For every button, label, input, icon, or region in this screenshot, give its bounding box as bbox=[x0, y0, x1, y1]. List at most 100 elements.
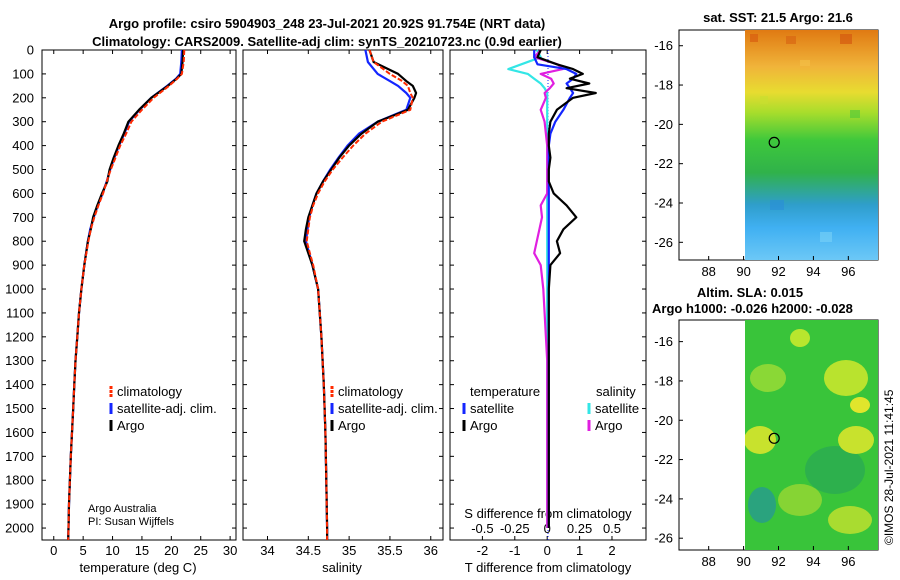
x-tick-label: 25 bbox=[193, 543, 207, 558]
legend-temperature-title: temperature bbox=[470, 384, 540, 399]
temperature-panel-frame bbox=[41, 49, 237, 541]
sla-anomaly-patch bbox=[805, 446, 865, 494]
sla-anomaly-patch bbox=[748, 487, 776, 523]
x-tick-label: 35.5 bbox=[377, 543, 402, 558]
legend-satellite-label: satellite-adj. clim. bbox=[117, 401, 217, 416]
x-tick-label: 0 bbox=[50, 543, 57, 558]
sla-map-title-line2: Argo h1000: -0.026 h2000: -0.028 bbox=[652, 301, 853, 316]
legend-s-satellite-label: satellite bbox=[595, 401, 639, 416]
legend-salinity-title: salinity bbox=[596, 384, 636, 399]
sst-map-title: sat. SST: 21.5 Argo: 21.6 bbox=[703, 10, 853, 25]
argo-line bbox=[67, 49, 185, 541]
lon-tick-label: 90 bbox=[736, 554, 750, 569]
imos-timestamp: ©IMOS 28-Jul-2021 11:41:45 bbox=[882, 389, 896, 545]
depth-tick-label: 1300 bbox=[5, 353, 34, 368]
legend-climatology-label: climatology bbox=[338, 384, 404, 399]
depth-tick-label: 100 bbox=[12, 66, 34, 81]
legend-s-argo-label: Argo bbox=[595, 418, 622, 433]
sst-patch bbox=[840, 34, 852, 44]
legend-argo-label: Argo bbox=[338, 418, 365, 433]
depth-tick-label: 400 bbox=[12, 138, 34, 153]
sst-patch bbox=[760, 96, 768, 104]
temperature-x-label: temperature (deg C) bbox=[79, 560, 196, 575]
salinity-panel-frame bbox=[242, 49, 444, 541]
depth-tick-label: 700 bbox=[12, 210, 34, 225]
lat-tick-label: -24 bbox=[654, 195, 673, 210]
credit-line2: PI: Susan Wijffels bbox=[88, 516, 174, 528]
sst-map-axes: 88 90 92 94 96 -16 -18 -20 -22 -24 -26 bbox=[654, 38, 855, 279]
lon-tick-label: 92 bbox=[771, 554, 785, 569]
s-tick-label: 0.5 bbox=[603, 521, 621, 536]
lon-tick-label: 92 bbox=[771, 264, 785, 279]
x-tick-label: 36 bbox=[424, 543, 438, 558]
lon-tick-label: 88 bbox=[701, 264, 715, 279]
depth-tick-label: 1800 bbox=[5, 473, 34, 488]
x-tick-label: 1 bbox=[576, 543, 583, 558]
x-tick-label: 10 bbox=[105, 543, 119, 558]
lat-tick-label: -20 bbox=[654, 117, 673, 132]
salinity-x-axis: 34 34.5 35 35.5 36 bbox=[260, 50, 438, 558]
lon-tick-label: 90 bbox=[736, 264, 750, 279]
depth-tick-label: 1100 bbox=[6, 305, 34, 320]
sst-patch bbox=[800, 60, 810, 66]
depth-tick-label: 500 bbox=[12, 162, 34, 177]
s-satellite-diff-line bbox=[507, 49, 549, 528]
satellite-adj-clim-line bbox=[67, 49, 183, 541]
lon-tick-label: 94 bbox=[806, 554, 820, 569]
lon-tick-label: 96 bbox=[841, 264, 855, 279]
depth-tick-label: 800 bbox=[12, 234, 34, 249]
depth-tick-label: 2000 bbox=[5, 521, 34, 536]
legend-argo-label: Argo bbox=[117, 418, 144, 433]
salinity-x-label: salinity bbox=[322, 560, 362, 575]
t-argo-diff-line bbox=[536, 49, 597, 528]
depth-tick-label: 1900 bbox=[5, 497, 34, 512]
climatology-line bbox=[305, 49, 414, 540]
sst-patch bbox=[786, 36, 796, 44]
s-tick-label: -0.5 bbox=[471, 521, 493, 536]
sla-anomaly-patch bbox=[790, 329, 810, 347]
difference-t-x-label: T difference from climatology bbox=[465, 560, 632, 575]
temperature-legend: climatology satellite-adj. clim. Argo bbox=[109, 384, 217, 433]
lat-tick-label: -26 bbox=[654, 235, 673, 250]
sla-anomaly-patch bbox=[824, 360, 868, 396]
s-tick-label: -0.25 bbox=[500, 521, 530, 536]
sla-anomaly-patch bbox=[828, 506, 872, 534]
depth-tick-label: 0 bbox=[27, 43, 34, 58]
sst-patch bbox=[750, 34, 758, 42]
x-tick-label: 20 bbox=[164, 543, 178, 558]
sla-map-axes: 88 90 92 94 96 -16 -18 -20 -22 -24 -26 bbox=[654, 334, 855, 569]
depth-tick-label: 1400 bbox=[5, 377, 34, 392]
sla-anomaly-patch bbox=[745, 426, 776, 454]
s-tick-label: 0 bbox=[544, 521, 551, 536]
depth-axis: 0 100 200 300 400 500 600 700 800 900 1000 1100 1200… bbox=[5, 43, 646, 536]
depth-tick-label: 200 bbox=[12, 90, 34, 105]
lat-tick-label: -24 bbox=[654, 491, 673, 506]
x-tick-label: -2 bbox=[477, 543, 489, 558]
climatology-line bbox=[67, 49, 186, 541]
sla-anomaly-patch bbox=[778, 484, 822, 516]
depth-tick-label: 1000 bbox=[5, 282, 34, 297]
lat-tick-label: -16 bbox=[654, 334, 673, 349]
depth-tick-label: 1700 bbox=[5, 449, 34, 464]
lon-tick-label: 94 bbox=[806, 264, 820, 279]
s-tick-label: 0.25 bbox=[567, 521, 592, 536]
sla-field bbox=[745, 320, 878, 550]
lat-tick-label: -22 bbox=[654, 156, 673, 171]
depth-tick-label: 1600 bbox=[5, 425, 34, 440]
lat-tick-label: -20 bbox=[654, 413, 673, 428]
satellite-adj-clim-line bbox=[304, 49, 412, 540]
depth-tick-label: 600 bbox=[12, 186, 34, 201]
depth-tick-label: 1200 bbox=[5, 329, 34, 344]
difference-x-axis: -2 -1 0 1 2 -0.5 -0.25 0 0.25 0.5 bbox=[471, 50, 621, 558]
x-tick-label: 0 bbox=[544, 543, 551, 558]
x-tick-label: 5 bbox=[80, 543, 87, 558]
credit-line1: Argo Australia bbox=[88, 503, 157, 515]
legend-climatology-label: climatology bbox=[117, 384, 183, 399]
lat-tick-label: -16 bbox=[654, 38, 673, 53]
s-argo-diff-line bbox=[533, 49, 564, 528]
lon-tick-label: 88 bbox=[701, 554, 715, 569]
difference-profile-lines bbox=[507, 49, 597, 528]
legend-t-argo-label: Argo bbox=[470, 418, 497, 433]
